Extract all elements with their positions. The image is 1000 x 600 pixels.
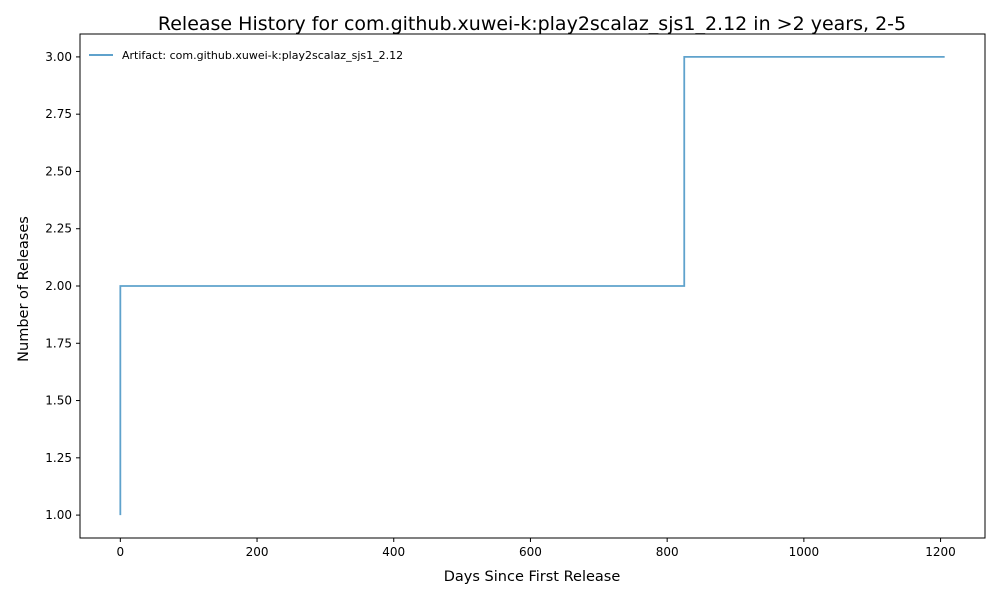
y-tick-label: 2.25 — [45, 222, 72, 236]
series-line — [119, 56, 945, 516]
y-axis-title: Number of Releases — [16, 216, 32, 362]
legend-label: Artifact: com.github.xuwei-k:play2scalaz… — [122, 49, 403, 62]
y-tick-label: 2.00 — [45, 279, 72, 293]
y-tick-label: 1.00 — [45, 508, 72, 522]
series-layer — [119, 56, 945, 516]
y-axis: 1.00 1.25 1.50 1.75 2.00 2.25 2.50 2.75 3.00 — [45, 50, 80, 522]
x-axis-title: Days Since First Release — [444, 569, 621, 585]
y-tick-label: 2.50 — [45, 164, 72, 178]
legend: Artifact: com.github.xuwei-k:play2scalaz… — [89, 49, 403, 62]
y-tick-label: 1.50 — [45, 394, 72, 408]
x-tick-label: 0 — [117, 545, 125, 559]
y-tick-label: 1.25 — [45, 451, 72, 465]
x-tick-label: 200 — [246, 545, 269, 559]
x-tick-label: 1000 — [789, 545, 820, 559]
x-axis: 0 200 400 600 800 1000 1200 — [117, 538, 956, 559]
plot-area — [79, 33, 986, 539]
x-tick-label: 800 — [656, 545, 679, 559]
y-tick-label: 1.75 — [45, 336, 72, 350]
y-tick-label: 3.00 — [45, 50, 72, 64]
x-tick-label: 600 — [519, 545, 542, 559]
y-tick-label: 2.75 — [45, 107, 72, 121]
chart-title: Release History for com.github.xuwei-k:p… — [158, 13, 906, 35]
x-tick-label: 400 — [382, 545, 405, 559]
x-tick-label: 1200 — [925, 545, 956, 559]
